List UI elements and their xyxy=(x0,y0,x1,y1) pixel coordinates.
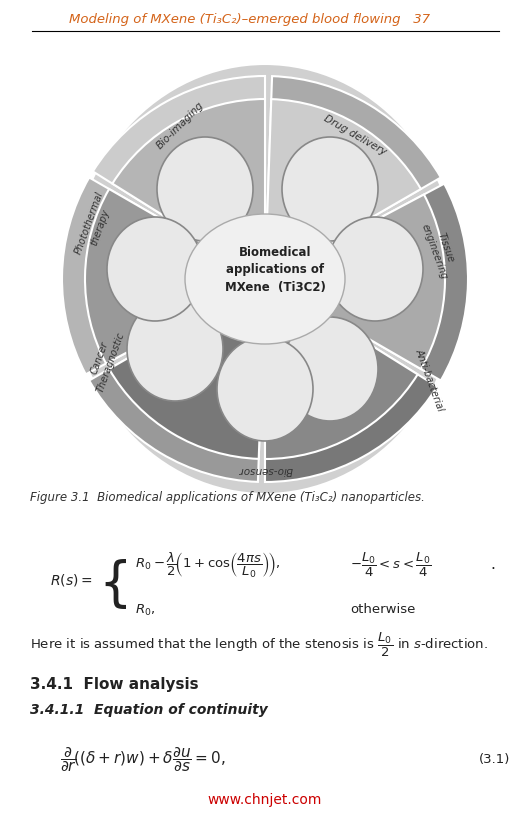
Ellipse shape xyxy=(157,138,253,242)
Wedge shape xyxy=(265,195,445,369)
Ellipse shape xyxy=(70,65,460,495)
Ellipse shape xyxy=(217,337,313,441)
Wedge shape xyxy=(265,279,437,482)
Text: $R_0,$: $R_0,$ xyxy=(135,602,156,617)
Text: $\dfrac{\partial}{\partial r}\!\left((\delta+r)w\right)+\delta\dfrac{\partial u}: $\dfrac{\partial}{\partial r}\!\left((\d… xyxy=(60,744,226,773)
Text: Photothermal
therapy: Photothermal therapy xyxy=(73,190,116,260)
Text: (3.1): (3.1) xyxy=(479,753,511,766)
Text: $R(s) =$: $R(s) =$ xyxy=(50,572,92,587)
Text: $-\dfrac{L_0}{4} < s < \dfrac{L_0}{4}$: $-\dfrac{L_0}{4} < s < \dfrac{L_0}{4}$ xyxy=(350,550,432,578)
Text: Anti-bacterial: Anti-bacterial xyxy=(414,347,446,412)
Wedge shape xyxy=(113,100,265,279)
Text: Biomedical
applications of
MXene  (Ti3C2): Biomedical applications of MXene (Ti3C2) xyxy=(225,247,326,293)
Text: $R_0 - \dfrac{\lambda}{2}\!\left(1+\cos\!\left(\dfrac{4\pi s}{L_0}\right)\!\righ: $R_0 - \dfrac{\lambda}{2}\!\left(1+\cos\… xyxy=(135,550,280,579)
Wedge shape xyxy=(85,190,265,364)
Text: 3.4.1.1  Equation of continuity: 3.4.1.1 Equation of continuity xyxy=(30,702,268,716)
Wedge shape xyxy=(62,179,265,375)
Text: Figure 3.1  Biomedical applications of MXene (Ti₃C₂) nanoparticles.: Figure 3.1 Biomedical applications of MX… xyxy=(30,491,425,504)
Text: Tissue
engineering: Tissue engineering xyxy=(420,219,460,281)
Wedge shape xyxy=(265,184,468,381)
Text: 3.4.1  Flow analysis: 3.4.1 Flow analysis xyxy=(30,676,199,692)
Wedge shape xyxy=(265,279,418,459)
Text: Bio-imaging: Bio-imaging xyxy=(155,99,205,151)
Text: Here it is assumed that the length of the stenosis is $\dfrac{L_0}{2}$ in $s$-di: Here it is assumed that the length of th… xyxy=(30,630,488,658)
Text: Bio-sensor: Bio-sensor xyxy=(238,464,292,474)
Text: .: . xyxy=(490,557,495,572)
Wedge shape xyxy=(109,279,265,459)
Ellipse shape xyxy=(127,297,223,401)
Text: {: { xyxy=(98,559,132,610)
Wedge shape xyxy=(89,279,265,482)
Ellipse shape xyxy=(185,215,345,345)
Wedge shape xyxy=(265,77,441,279)
Text: Drug delivery: Drug delivery xyxy=(322,113,388,156)
Ellipse shape xyxy=(327,218,423,322)
Text: www.chnjet.com: www.chnjet.com xyxy=(208,792,322,806)
Text: otherwise: otherwise xyxy=(350,603,415,616)
Text: Cancer
Theragnostic: Cancer Theragnostic xyxy=(84,326,126,393)
Ellipse shape xyxy=(282,318,378,422)
Ellipse shape xyxy=(282,138,378,242)
Text: Modeling of MXene (Ti₃C₂)–emerged blood flowing   37: Modeling of MXene (Ti₃C₂)–emerged blood … xyxy=(69,13,430,26)
Wedge shape xyxy=(265,100,421,279)
Wedge shape xyxy=(93,77,265,279)
Ellipse shape xyxy=(107,218,203,322)
